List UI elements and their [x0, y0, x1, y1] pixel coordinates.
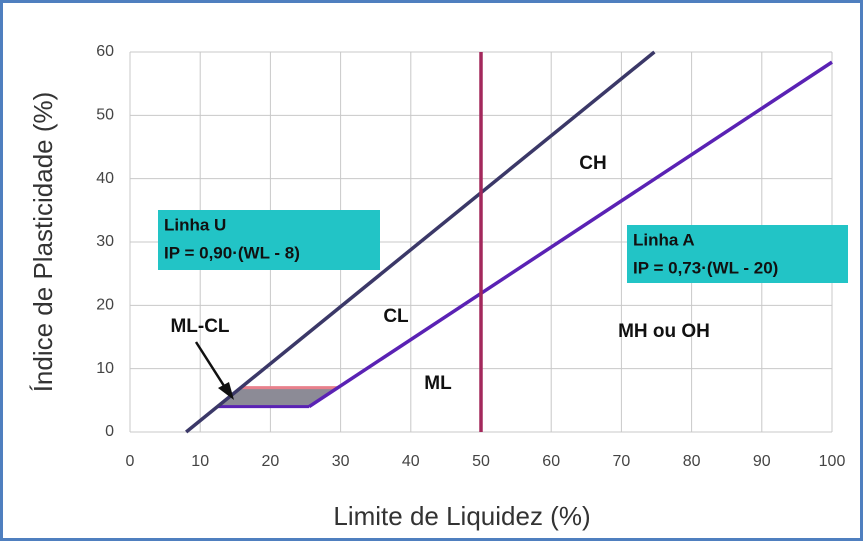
region-label: MH ou OH [618, 321, 710, 342]
annotations: Linha U IP = 0,90·(WL - 8) Linha A IP = 0,7… [158, 153, 848, 400]
x-tick-label: 70 [613, 453, 631, 470]
x-tick-label: 40 [402, 453, 420, 470]
x-tick-label: 60 [542, 453, 560, 470]
equation-box [627, 225, 848, 283]
x-tick-label: 90 [753, 453, 771, 470]
y-tick-label: 30 [96, 233, 114, 250]
x-tick-label: 80 [683, 453, 701, 470]
line [308, 60, 833, 409]
marks [185, 50, 833, 434]
x-axis-label: Limite de Liquidez (%) [333, 501, 590, 531]
x-tick-label: 0 [126, 453, 135, 470]
line-equation: IP = 0,73·(WL - 20) [633, 258, 778, 277]
x-tick-label: 50 [472, 453, 490, 470]
zone-label: ML-CL [170, 316, 229, 337]
x-tick-label: 20 [262, 453, 280, 470]
y-tick-label: 50 [96, 107, 114, 124]
y-tick-label: 60 [96, 43, 114, 60]
line-name: Linha A [633, 230, 695, 249]
arrow-shaft [194, 341, 228, 390]
region-label: CH [579, 153, 606, 174]
x-tick-label: 30 [332, 453, 350, 470]
region-label: CL [383, 306, 409, 327]
ml-cl-zone [217, 387, 338, 407]
y-tick-label: 0 [105, 423, 114, 440]
line [185, 50, 656, 434]
line-equation: IP = 0,90·(WL - 8) [164, 243, 300, 262]
line-name: Linha U [164, 215, 226, 234]
equation-box [158, 210, 380, 270]
y-tick-label: 20 [96, 297, 114, 314]
arrow-head [218, 382, 234, 400]
y-tick-label: 40 [96, 170, 114, 187]
y-tick-label: 10 [96, 360, 114, 377]
x-tick-label: 100 [819, 453, 846, 470]
x-tick-label: 10 [191, 453, 209, 470]
region-label: ML [424, 373, 452, 394]
y-axis-label: Índice de Plasticidade (%) [28, 92, 58, 393]
